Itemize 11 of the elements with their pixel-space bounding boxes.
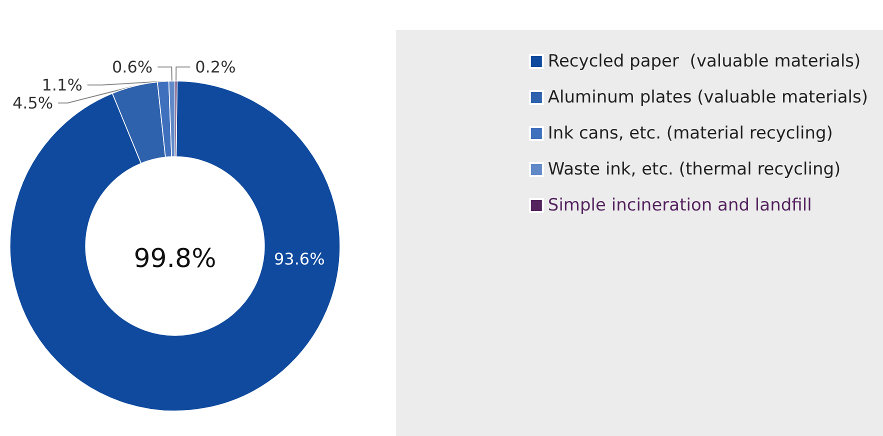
legend-label: Aluminum plates (valuable materials) (548, 88, 868, 108)
legend-label: Waste ink, etc. (thermal recycling) (548, 160, 841, 180)
data-label: 4.5% (12, 94, 54, 113)
data-label: 1.1% (42, 76, 82, 95)
legend-label: Simple incineration and landfill (548, 196, 812, 216)
text: 99.8% (134, 244, 216, 274)
data-label: 93.6% (274, 249, 325, 268)
legend-label: Ink cans, etc. (material recycling) (548, 124, 833, 144)
data-label: 0.6% (112, 58, 153, 77)
data-label: 0.2% (195, 58, 236, 77)
legend-label: Recycled paper (valuable materials) (548, 52, 861, 72)
